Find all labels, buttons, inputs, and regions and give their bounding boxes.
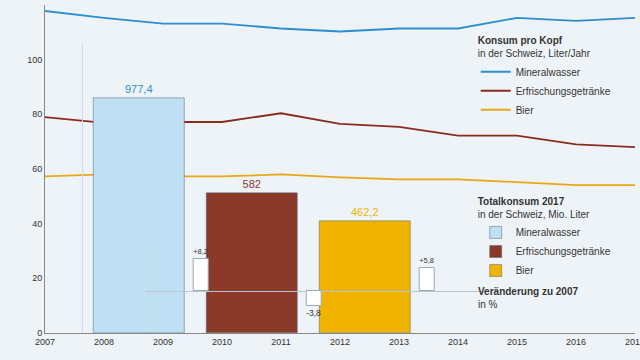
svg-text:Mineralwasser: Mineralwasser bbox=[516, 67, 581, 78]
svg-text:2015: 2015 bbox=[507, 337, 527, 347]
svg-text:20: 20 bbox=[32, 273, 42, 283]
svg-text:Konsum pro Kopfin der Schweiz,: Konsum pro Kopfin der Schweiz, Liter/Jah… bbox=[478, 35, 591, 59]
svg-text:Bier: Bier bbox=[516, 105, 534, 116]
svg-text:977,4: 977,4 bbox=[125, 83, 153, 95]
svg-text:582: 582 bbox=[243, 178, 261, 190]
svg-text:2016: 2016 bbox=[566, 337, 586, 347]
svg-text:100: 100 bbox=[27, 55, 42, 65]
svg-text:Totalkonsum 2017in der Schweiz: Totalkonsum 2017in der Schweiz, Mio. Lit… bbox=[478, 196, 590, 220]
svg-text:40: 40 bbox=[32, 219, 42, 229]
svg-text:2017: 2017 bbox=[625, 337, 640, 347]
svg-text:2008: 2008 bbox=[94, 337, 114, 347]
svg-text:Bier: Bier bbox=[516, 265, 534, 276]
svg-text:0: 0 bbox=[37, 328, 42, 338]
svg-text:+8,2: +8,2 bbox=[193, 247, 208, 256]
svg-text:Mineralwasser: Mineralwasser bbox=[516, 227, 581, 238]
svg-text:2014: 2014 bbox=[448, 337, 468, 347]
svg-text:80: 80 bbox=[32, 109, 42, 119]
svg-text:2012: 2012 bbox=[330, 337, 350, 347]
svg-text:2009: 2009 bbox=[153, 337, 173, 347]
svg-text:2007: 2007 bbox=[35, 337, 55, 347]
svg-text:2011: 2011 bbox=[271, 337, 290, 347]
svg-text:-3,8: -3,8 bbox=[306, 308, 321, 318]
svg-text:462,2: 462,2 bbox=[351, 206, 379, 218]
svg-text:2013: 2013 bbox=[389, 337, 409, 347]
svg-text:2010: 2010 bbox=[212, 337, 232, 347]
svg-text:Erfrischungsgetränke: Erfrischungsgetränke bbox=[516, 246, 611, 257]
svg-text:Veränderung zu 2007in %: Veränderung zu 2007in % bbox=[478, 286, 578, 310]
svg-text:Erfrischungsgetränke: Erfrischungsgetränke bbox=[516, 86, 611, 97]
svg-text:60: 60 bbox=[32, 164, 42, 174]
svg-text:+5,8: +5,8 bbox=[419, 256, 434, 265]
